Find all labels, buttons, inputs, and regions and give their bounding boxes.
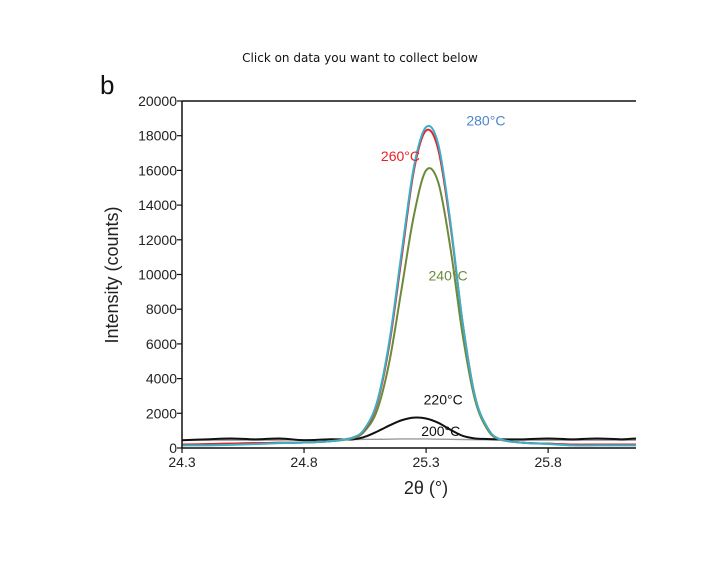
x-tick-label: 25.3 (412, 454, 439, 470)
series-line-220c[interactable] (181, 416, 637, 442)
y-tick-label: 18000 (138, 128, 177, 144)
y-tick-label: 0 (169, 440, 177, 456)
y-tick-label: 8000 (146, 301, 177, 317)
series-label: 240°C (429, 268, 468, 284)
series-label: 260°C (381, 148, 420, 164)
x-tick-label: 24.3 (168, 454, 195, 470)
plot-area[interactable] (181, 124, 637, 447)
series-line-280c[interactable] (181, 124, 636, 447)
y-tick-label: 6000 (146, 336, 177, 352)
y-tick-label: 12000 (138, 232, 177, 248)
y-tick-label: 16000 (138, 162, 177, 178)
x-axis-title: 2θ (°) (404, 478, 448, 498)
series-line-200c[interactable] (182, 438, 636, 441)
y-tick-label: 10000 (138, 267, 177, 283)
series-line-260c[interactable] (181, 128, 636, 446)
y-tick-label: 4000 (146, 371, 177, 387)
panel-label: b (100, 70, 114, 100)
series-label: 220°C (424, 392, 463, 408)
x-ticks: 24.3 24.8 25.3 25.8 (168, 448, 562, 470)
x-tick-label: 25.8 (535, 454, 562, 470)
series-annotations: 280°C 260°C 240°C 220°C 200°C (381, 112, 506, 439)
x-tick-label: 24.8 (290, 454, 317, 470)
series-label: 200°C (421, 423, 460, 439)
y-tick-label: 20000 (138, 93, 177, 109)
y-ticks: 0 2000 4000 6000 8000 10000 12000 14000 16000 180… (138, 93, 182, 456)
instruction-text: Click on data you want to collect below (242, 51, 478, 65)
y-tick-label: 2000 (146, 405, 177, 421)
y-axis-title: Intensity (counts) (102, 206, 122, 343)
series-label: 280°C (466, 112, 505, 128)
series-line-240c[interactable] (181, 167, 636, 446)
y-tick-label: 14000 (138, 197, 177, 213)
